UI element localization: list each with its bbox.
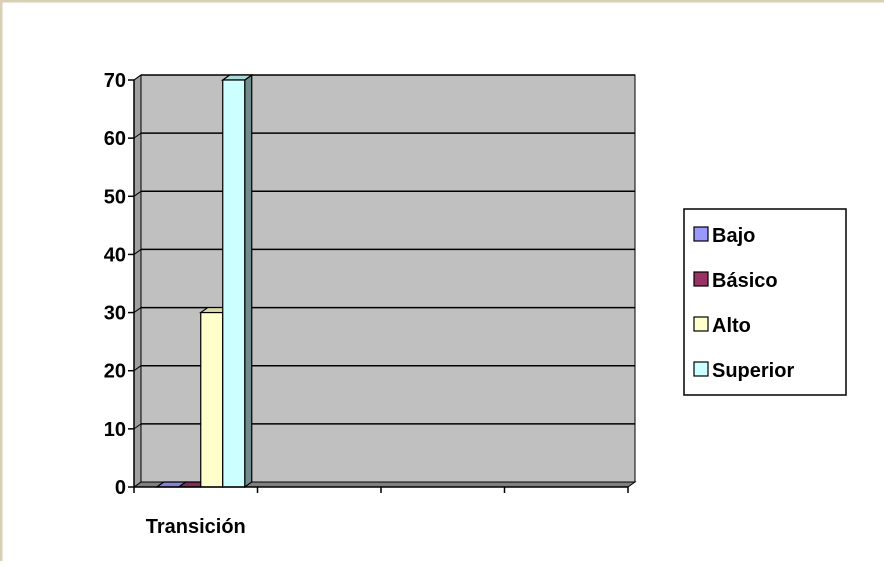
gridline-side <box>133 132 142 139</box>
gridline-side <box>133 423 142 430</box>
legend-label-bajo: Bajo <box>712 225 755 247</box>
x-axis: Transición <box>133 486 629 538</box>
y-tick-label: 40 <box>104 244 126 266</box>
y-axis: 0 10 20 30 40 50 60 70 <box>104 70 135 499</box>
y-tick-label: 50 <box>104 186 126 208</box>
bars-group <box>154 73 254 489</box>
gridline-side <box>133 190 142 197</box>
y-tick-label: 30 <box>104 303 126 325</box>
y-tick-label: 60 <box>104 128 126 150</box>
y-tick-label: 0 <box>115 477 126 499</box>
x-category-label: Transición <box>146 516 246 538</box>
gridline-side <box>133 74 142 81</box>
y-tick-label: 10 <box>104 419 126 441</box>
legend-swatch-básico <box>693 271 709 287</box>
gridline-side <box>133 365 142 372</box>
y-tick-label: 70 <box>104 70 126 92</box>
bar-superior <box>220 73 254 489</box>
legend-swatch-superior <box>693 361 709 377</box>
legend-label-alto: Alto <box>712 315 751 337</box>
legend-swatch-bajo <box>693 226 709 242</box>
y-tick-label: 20 <box>104 361 126 383</box>
legend: Bajo Básico Alto Superior <box>683 208 847 396</box>
legend-label-superior: Superior <box>712 360 794 382</box>
gridline-side <box>133 249 142 255</box>
legend-box <box>683 208 847 396</box>
legend-label-básico: Básico <box>712 270 778 292</box>
legend-swatch-alto <box>693 316 709 332</box>
gridline-side <box>133 307 142 313</box>
